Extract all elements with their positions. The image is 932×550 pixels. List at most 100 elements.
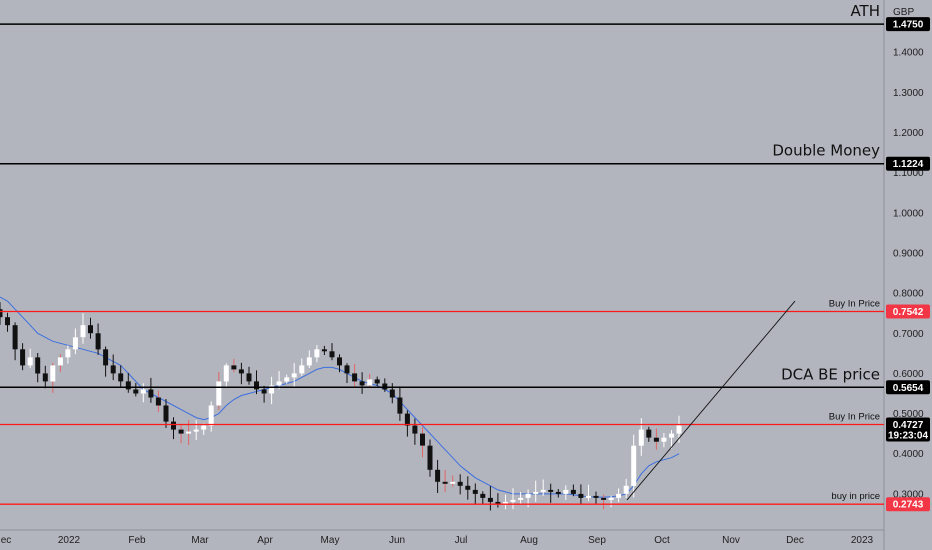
candle-body-51 (382, 383, 388, 390)
candle-body-45 (337, 357, 342, 366)
x-tick-label-9: Sep (588, 535, 606, 546)
candle-body-47 (352, 373, 358, 382)
candle-body-42 (314, 349, 320, 358)
candle-body-59 (442, 481, 448, 484)
candle-body-30 (223, 365, 229, 382)
y-tick-label-1: 0.4000 (893, 449, 924, 460)
level-price-text-2: 0.7542 (893, 307, 924, 318)
trendline[interactable] (626, 300, 796, 501)
candle-body-11 (80, 325, 86, 338)
candle-body-36 (269, 385, 275, 394)
candle-body-70 (525, 493, 531, 498)
candle-body-75 (563, 489, 569, 494)
candle-body-19 (140, 389, 146, 394)
candle-body-5 (35, 357, 41, 374)
candle-body-77 (578, 493, 584, 498)
level-price-text-3: 0.5654 (893, 383, 924, 394)
x-tick-label-10: Oct (654, 535, 670, 546)
x-tick-label-7: Jul (455, 535, 468, 546)
candle-body-86 (646, 429, 652, 438)
level-label-0: ATH (850, 2, 880, 20)
x-tick-label-5: May (321, 535, 340, 546)
level-price-badge-2 (886, 304, 930, 319)
candle-body-18 (133, 389, 139, 394)
candle-body-53 (397, 397, 403, 414)
y-tick-label-5: 0.8000 (893, 289, 924, 300)
candle-body-68 (510, 499, 516, 502)
candle-body-41 (306, 357, 312, 366)
plot-background (0, 0, 884, 530)
y-tick-label-10: 1.3000 (893, 88, 924, 99)
candle-body-6 (42, 373, 48, 382)
x-tick-label-1: 2022 (58, 535, 81, 546)
candle-body-64 (480, 493, 486, 498)
level-price-badge-1 (886, 156, 930, 171)
candle-body-26 (193, 429, 199, 432)
x-tick-label-6: Jun (389, 535, 405, 546)
level-price-badge-0 (886, 17, 930, 32)
candle-body-10 (72, 337, 78, 350)
x-tick-label-8: Aug (520, 535, 538, 546)
candle-body-22 (163, 405, 169, 422)
candle-body-2 (12, 325, 18, 350)
candle-body-37 (276, 381, 282, 386)
candle-body-74 (555, 491, 561, 494)
candle-body-80 (601, 497, 607, 500)
y-tick-label-8: 1.1000 (893, 168, 924, 179)
level-price-text-5: 0.2743 (893, 500, 924, 511)
candle-body-13 (95, 333, 101, 350)
y-tick-label-11: 1.4000 (893, 48, 924, 59)
candle-body-89 (669, 433, 674, 438)
candle-body-78 (586, 495, 591, 498)
candle-body-72 (540, 489, 546, 492)
y-tick-label-6: 0.9000 (893, 249, 924, 260)
candle-body-84 (631, 445, 637, 486)
candle-body-71 (533, 491, 539, 494)
candle-body-85 (638, 429, 644, 446)
candle-body-46 (344, 365, 350, 374)
x-tick-label-3: Mar (191, 535, 209, 546)
candle-body-20 (148, 389, 154, 398)
candle-body-12 (88, 325, 93, 334)
candle-body-87 (653, 437, 659, 442)
candle-body-44 (329, 351, 335, 358)
candle-body-14 (103, 349, 109, 366)
price-axis-background (884, 0, 932, 550)
candle-body-67 (503, 501, 508, 504)
level-label-1: Double Money (772, 142, 880, 160)
x-axis-ticks: ec 2022 Feb Mar Apr May Jun Jul Aug Sep Oct Nov Dec 2… (1, 535, 874, 546)
candle-body-65 (487, 497, 493, 502)
candle-body-69 (518, 497, 524, 500)
x-tick-label-13: 2023 (851, 535, 874, 546)
candle-body-3 (20, 349, 26, 366)
candle-body-32 (238, 369, 244, 374)
level-price-text-1: 1.1224 (893, 159, 924, 170)
candle-body-58 (435, 469, 441, 482)
y-axis-ticks: 0.3000 0.4000 0.5000 0.6000 0.7000 0.8000 0.90… (893, 48, 924, 501)
y-tick-label-9: 1.2000 (893, 128, 924, 139)
candle-body-40 (299, 365, 305, 374)
candle-body-17 (125, 381, 131, 390)
candle-body-50 (374, 379, 380, 384)
candle-body-23 (171, 421, 176, 430)
candle-body-15 (110, 365, 116, 374)
candle-body-33 (246, 373, 252, 382)
y-tick-label-4: 0.7000 (893, 329, 924, 340)
currency-label: GBP (893, 7, 914, 18)
candle-body-31 (231, 365, 237, 370)
x-tick-label-12: Dec (786, 535, 804, 546)
candle-body-63 (472, 489, 478, 494)
x-tick-label-11: Nov (722, 535, 740, 546)
candle-body-52 (389, 389, 395, 398)
candle-body-83 (623, 485, 629, 494)
candle-body-25 (186, 431, 192, 434)
x-tick-label-0: ec (1, 535, 12, 546)
candle-body-49 (367, 379, 373, 386)
candle-body-57 (427, 445, 433, 470)
candle-body-27 (201, 425, 207, 430)
level-price-text-0: 1.4750 (893, 20, 924, 31)
candle-body-61 (457, 481, 463, 486)
y-tick-label-3: 0.6000 (893, 369, 924, 380)
horizontal-levels-layer: ATH 1.4750 Double Money 1.1224 Buy In Price 0… (0, 2, 930, 512)
